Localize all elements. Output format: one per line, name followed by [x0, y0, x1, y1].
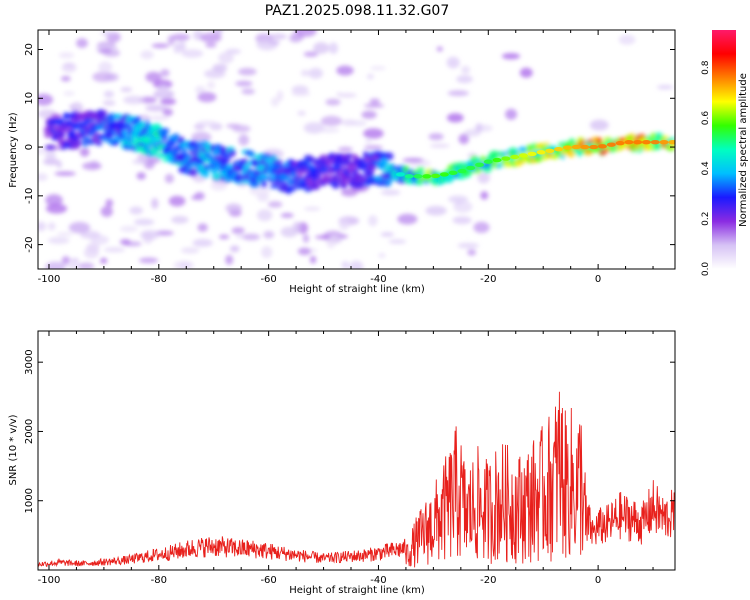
- snr-xtick-label: 0: [595, 575, 601, 586]
- snr-xtick-label: -60: [260, 575, 276, 586]
- snr-xtick-label: -40: [370, 575, 386, 586]
- snr-frame: [37, 330, 676, 571]
- spectrogram-frame: [37, 29, 676, 270]
- spectrogram-xtick-label: -80: [151, 274, 167, 285]
- colorbar-tick-label: 0.8: [701, 60, 711, 75]
- spectrogram-xtick-label: -60: [260, 274, 276, 285]
- spectrogram-heatmap: [38, 30, 675, 269]
- snr-ytick-label: 1000: [24, 488, 35, 513]
- snr-xtick-label: -20: [480, 575, 496, 586]
- snr-ylabel: SNR (10 * v/v): [8, 414, 19, 485]
- colorbar-gradient: [712, 30, 736, 269]
- snr-series-line: [38, 391, 675, 568]
- colorbar: 0.0 0.2 0.4 0.6 0.8 Normalized spectral ampl…: [701, 30, 749, 276]
- colorbar-tick-label: 0.2: [701, 212, 711, 226]
- colorbar-tick-label: 0.4: [701, 161, 711, 176]
- snr-xtick-label: -80: [151, 575, 167, 586]
- spectrogram-ylabel: Frequency (Hz): [8, 112, 19, 188]
- chart-title: PAZ1.2025.098.11.32.G07: [265, 3, 450, 19]
- snr-ytick-label: 3000: [24, 349, 35, 374]
- spectrogram-xlabel: Height of straight line (km): [289, 284, 425, 295]
- snr-ytick-label: 2000: [24, 419, 35, 444]
- spectrogram-ytick-label: 10: [24, 92, 35, 105]
- snr-axes: -100 -80 -60 -40 -20 0 1000 2000 3000: [24, 331, 675, 586]
- spectrogram-ytick-label: -20: [24, 236, 35, 252]
- spectrogram-ytick-label: 0: [24, 144, 35, 150]
- spectrogram-xtick-label: 0: [595, 274, 601, 285]
- snr-xtick-label: -100: [38, 575, 61, 586]
- spectrogram-xtick-label: -40: [370, 274, 386, 285]
- colorbar-tick-label: 0.0: [701, 262, 711, 277]
- spectrogram-xtick-label: -20: [480, 274, 496, 285]
- spectrogram-ytick-label: -10: [24, 188, 35, 204]
- colorbar-label: Normalized spectral amplitude: [738, 73, 749, 227]
- snr-xlabel: Height of straight line (km): [289, 585, 425, 596]
- snr-panel: -100 -80 -60 -40 -20 0 1000 2000 3000 Height of …: [8, 330, 676, 596]
- colorbar-tick-label: 0.6: [701, 111, 711, 126]
- colorbar-ticks: 0.0 0.2 0.4 0.6 0.8: [701, 60, 711, 276]
- spectrogram-xtick-label: -100: [38, 274, 61, 285]
- spectrogram-ytick-label: 20: [24, 43, 35, 56]
